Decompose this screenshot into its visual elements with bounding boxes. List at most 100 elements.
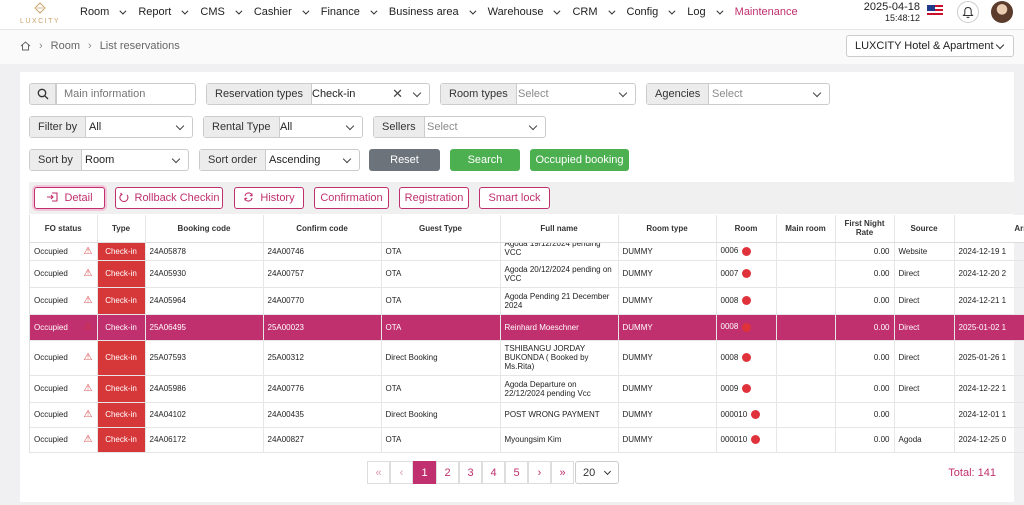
reset-button[interactable]: Reset xyxy=(369,149,440,171)
hotel-select[interactable]: LUXCITY Hotel & Apartment xyxy=(846,35,1014,57)
us-flag-icon[interactable] xyxy=(927,5,943,17)
table-row[interactable]: Occupied ⚠ Check-in 24A05930 24A00757 OTA Agod… xyxy=(30,260,1024,288)
cell-arrival: 2025-01-02 1 xyxy=(954,314,1024,341)
search-button[interactable]: Search xyxy=(450,149,520,171)
luxcity-logo[interactable]: LUXCITY xyxy=(20,2,60,26)
cell-value: 0008 xyxy=(720,295,739,305)
cell-value: Check-in xyxy=(105,353,137,362)
warning-icon[interactable]: ⚠ xyxy=(83,321,93,333)
cell-value: 25A07593 xyxy=(149,353,186,362)
prev-page-button[interactable]: ‹ xyxy=(390,461,413,484)
agencies-placeholder: Select xyxy=(712,88,743,100)
sellers-select[interactable]: Sellers Select xyxy=(373,116,546,138)
rental-type-select[interactable]: Rental Type All xyxy=(203,116,363,138)
table-row[interactable]: Occupied ⚠ Check-in 24A06172 24A00827 OTA Myou… xyxy=(30,427,1024,453)
table-row[interactable]: Occupied ⚠ Check-in 24A05986 24A00776 OTA Agod… xyxy=(30,375,1024,403)
column-header-source[interactable]: Source xyxy=(894,215,955,243)
cell-value: 0008 xyxy=(720,322,739,332)
cell-value: 0007 xyxy=(720,268,739,278)
column-header-confirm-code[interactable]: Confirm code xyxy=(263,215,382,243)
menu-warehouse[interactable]: Warehouse xyxy=(488,6,561,18)
main-information-input[interactable] xyxy=(56,83,196,105)
menu-cashier[interactable]: Cashier xyxy=(254,6,310,18)
notification-button[interactable] xyxy=(957,1,979,23)
column-header-arrival[interactable]: Arrival xyxy=(954,215,1024,243)
table-row[interactable]: Occupied ⚠ Check-in 24A04102 24A00435 Direct … xyxy=(30,402,1024,428)
menu-finance[interactable]: Finance xyxy=(321,6,378,18)
menu-cms[interactable]: CMS xyxy=(200,6,243,18)
warning-icon[interactable]: ⚠ xyxy=(83,295,93,306)
column-header-room[interactable]: Room xyxy=(716,215,777,243)
column-header-guest-type[interactable]: Guest Type xyxy=(381,215,501,243)
column-header-room-type[interactable]: Room type xyxy=(618,215,717,243)
table-row[interactable]: Occupied ⚠ Check-in 25A06495 25A00023 OTA Rein… xyxy=(30,314,1024,341)
cell-value: 24A00827 xyxy=(267,435,304,444)
column-header-fo-status[interactable]: FO status xyxy=(30,215,98,243)
cell-room: 000010 xyxy=(716,402,777,428)
first-page-button[interactable]: « xyxy=(367,461,390,484)
reservation-types-select[interactable]: Reservation types Check-in ✕ xyxy=(206,83,430,105)
confirmation-button[interactable]: Confirmation xyxy=(314,187,389,209)
reservations-table-wrap: FO status Type Booking code Confirm code Gue… xyxy=(29,215,1024,453)
table-row[interactable]: Occupied ⚠ Check-in 24A05878 24A00746 OTA Agod… xyxy=(30,242,1024,261)
cell-rate: 0.00 xyxy=(835,260,895,288)
cell-value: DUMMY xyxy=(622,322,653,332)
home-icon[interactable] xyxy=(20,41,31,51)
user-avatar[interactable] xyxy=(991,1,1013,23)
warning-icon[interactable]: ⚠ xyxy=(83,268,93,279)
page-button-1[interactable]: 1 xyxy=(413,461,436,484)
warning-icon[interactable]: ⚠ xyxy=(83,434,93,445)
menu-report[interactable]: Report xyxy=(138,6,189,18)
column-header-full-name[interactable]: Full name xyxy=(500,215,619,243)
menu-crm[interactable]: CRM xyxy=(572,6,615,18)
cell-arrival: 2025-01-26 1 xyxy=(954,340,1024,376)
cell-source: Direct xyxy=(894,340,955,376)
history-button[interactable]: History xyxy=(234,187,304,209)
menu-room[interactable]: Room xyxy=(80,6,127,18)
warning-icon[interactable]: ⚠ xyxy=(83,245,93,257)
detail-button-label: Detail xyxy=(64,192,93,204)
sort-order-select[interactable]: Sort order Ascending xyxy=(199,149,360,171)
cell-value: 24A05964 xyxy=(149,296,186,305)
table-row[interactable]: Occupied ⚠ Check-in 25A07593 25A00312 Direct … xyxy=(30,340,1024,376)
page-button-3[interactable]: 3 xyxy=(459,461,482,484)
next-page-button[interactable]: › xyxy=(528,461,551,484)
cell-value: Check-in xyxy=(105,322,137,332)
menu-maintenance[interactable]: Maintenance xyxy=(735,6,798,18)
menu-business-area[interactable]: Business area xyxy=(389,6,477,18)
cell-value: Website xyxy=(898,246,928,256)
cell-full-name: Myoungsim Kim xyxy=(500,427,619,453)
warning-icon[interactable]: ⚠ xyxy=(83,352,93,363)
menu-config[interactable]: Config xyxy=(627,6,676,18)
clear-icon[interactable]: ✕ xyxy=(392,86,403,101)
room-types-select[interactable]: Room types Select xyxy=(440,83,636,105)
cell-value: Occupied xyxy=(34,410,68,419)
page-button-5[interactable]: 5 xyxy=(505,461,528,484)
column-header-type[interactable]: Type xyxy=(97,215,146,243)
table-row[interactable]: Occupied ⚠ Check-in 24A05964 24A00770 OTA Agod… xyxy=(30,287,1024,315)
menu-log[interactable]: Log xyxy=(687,6,724,18)
cell-value: OTA xyxy=(385,384,402,393)
breadcrumb-room[interactable]: Room xyxy=(50,40,81,52)
warning-icon[interactable]: ⚠ xyxy=(83,409,93,420)
warning-icon[interactable]: ⚠ xyxy=(83,383,93,394)
last-page-button[interactable]: » xyxy=(551,461,574,484)
cell-value: Check-in xyxy=(105,246,137,256)
occupied-booking-button[interactable]: Occupied booking xyxy=(530,149,629,171)
sort-by-select[interactable]: Sort by Room xyxy=(29,149,189,171)
rollback-checkin-button[interactable]: Rollback Checkin xyxy=(115,187,223,209)
agencies-select[interactable]: Agencies Select xyxy=(646,83,830,105)
registration-button[interactable]: Registration xyxy=(399,187,469,209)
cell-value: 0.00 xyxy=(873,384,890,393)
filter-by-select[interactable]: Filter by All xyxy=(29,116,193,138)
column-header-booking-code[interactable]: Booking code xyxy=(145,215,264,243)
column-header-main-room[interactable]: Main room xyxy=(776,215,836,243)
smart-lock-button[interactable]: Smart lock xyxy=(479,187,550,209)
column-header-first-night-rate[interactable]: First Night Rate xyxy=(835,215,895,243)
page-button-2[interactable]: 2 xyxy=(436,461,459,484)
page-button-4[interactable]: 4 xyxy=(482,461,505,484)
per-page-select[interactable]: 20 xyxy=(575,461,619,484)
cell-rate: 0.00 xyxy=(835,242,895,261)
detail-button[interactable]: Detail xyxy=(34,187,105,209)
cell-value: Reinhard Moeschner xyxy=(504,322,579,332)
